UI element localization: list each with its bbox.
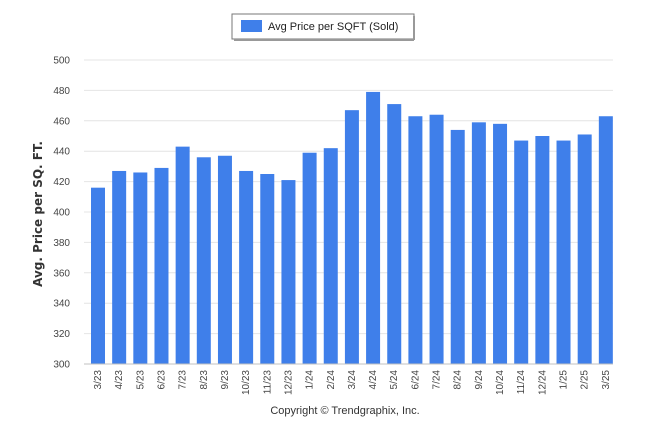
copyright-text: Copyright © Trendgraphix, Inc. bbox=[270, 405, 419, 417]
x-tick-label: 12/23 bbox=[283, 370, 294, 395]
x-tick-label: 8/23 bbox=[199, 370, 210, 390]
bar[interactable] bbox=[577, 134, 592, 364]
x-tick-label: 6/23 bbox=[156, 370, 167, 390]
x-tick-label: 10/23 bbox=[241, 370, 252, 395]
bar[interactable] bbox=[196, 157, 211, 364]
legend[interactable]: Avg Price per SQFT (Sold) bbox=[231, 13, 415, 41]
y-tick-label: 480 bbox=[53, 86, 70, 97]
bar[interactable] bbox=[175, 146, 190, 364]
y-tick-label: 340 bbox=[53, 299, 70, 310]
bar[interactable] bbox=[323, 148, 338, 364]
x-tick-label: 1/25 bbox=[559, 370, 570, 390]
legend-swatch bbox=[241, 20, 262, 32]
bar[interactable] bbox=[281, 180, 296, 364]
bar[interactable] bbox=[514, 140, 529, 364]
y-axis-label: Avg. Price per SQ. FT. bbox=[31, 141, 45, 287]
bar[interactable] bbox=[239, 170, 254, 364]
y-tick-label: 440 bbox=[53, 147, 70, 158]
y-tick-label: 400 bbox=[53, 208, 70, 219]
bar[interactable] bbox=[450, 129, 465, 364]
x-tick-label: 11/23 bbox=[262, 370, 273, 395]
x-tick-label: 3/25 bbox=[601, 370, 612, 390]
bar[interactable] bbox=[154, 167, 169, 364]
bar[interactable] bbox=[408, 116, 423, 365]
x-tick-label: 1/24 bbox=[305, 370, 316, 390]
x-tick-label: 3/23 bbox=[93, 370, 104, 390]
x-tick-label: 2/25 bbox=[580, 370, 591, 390]
bar[interactable] bbox=[535, 136, 550, 364]
bar[interactable] bbox=[91, 187, 105, 364]
x-tick-label: 5/23 bbox=[135, 370, 146, 390]
x-tick-label: 7/24 bbox=[432, 370, 443, 390]
bar[interactable] bbox=[429, 114, 444, 364]
x-axis-ticks: 3/23 4/23 5/23 6/23 7/23 8/23 9/23 10/23 11/23 12… bbox=[93, 370, 612, 395]
y-tick-label: 320 bbox=[53, 329, 70, 340]
y-tick-label: 460 bbox=[53, 116, 70, 127]
x-tick-label: 12/24 bbox=[537, 370, 548, 395]
x-tick-label: 7/23 bbox=[178, 370, 189, 390]
y-tick-label: 500 bbox=[53, 56, 70, 67]
bar[interactable] bbox=[344, 110, 359, 364]
legend-label: Avg Price per SQFT (Sold) bbox=[268, 21, 398, 33]
x-tick-label: 10/24 bbox=[495, 370, 506, 395]
x-tick-label: 6/24 bbox=[410, 370, 421, 390]
bar[interactable] bbox=[598, 116, 613, 365]
bars bbox=[91, 91, 613, 365]
bar[interactable] bbox=[556, 140, 571, 364]
bar[interactable] bbox=[387, 104, 402, 364]
x-tick-label: 5/24 bbox=[389, 370, 400, 390]
bar[interactable] bbox=[471, 122, 486, 364]
x-tick-label: 3/24 bbox=[347, 370, 358, 390]
y-tick-label: 300 bbox=[53, 360, 70, 371]
y-axis-ticks: 300 320 340 360 380 400 420 440 460 480 500 bbox=[53, 56, 70, 371]
y-tick-label: 360 bbox=[53, 268, 70, 279]
y-tick-label: 420 bbox=[53, 177, 70, 188]
bar[interactable] bbox=[493, 123, 508, 364]
x-tick-label: 9/23 bbox=[220, 370, 231, 390]
legend-box bbox=[231, 13, 415, 40]
bar[interactable] bbox=[366, 91, 381, 365]
bar[interactable] bbox=[112, 170, 127, 364]
x-tick-label: 4/23 bbox=[114, 370, 125, 390]
bar[interactable] bbox=[217, 155, 232, 364]
x-tick-label: 9/24 bbox=[474, 370, 485, 390]
bar[interactable] bbox=[260, 174, 275, 364]
bar[interactable] bbox=[302, 152, 317, 364]
x-tick-label: 2/24 bbox=[326, 370, 337, 390]
x-tick-label: 11/24 bbox=[516, 370, 527, 395]
x-tick-label: 8/24 bbox=[453, 370, 464, 390]
x-tick-label: 4/24 bbox=[368, 370, 379, 390]
y-tick-label: 380 bbox=[53, 238, 70, 249]
bar[interactable] bbox=[133, 172, 148, 364]
